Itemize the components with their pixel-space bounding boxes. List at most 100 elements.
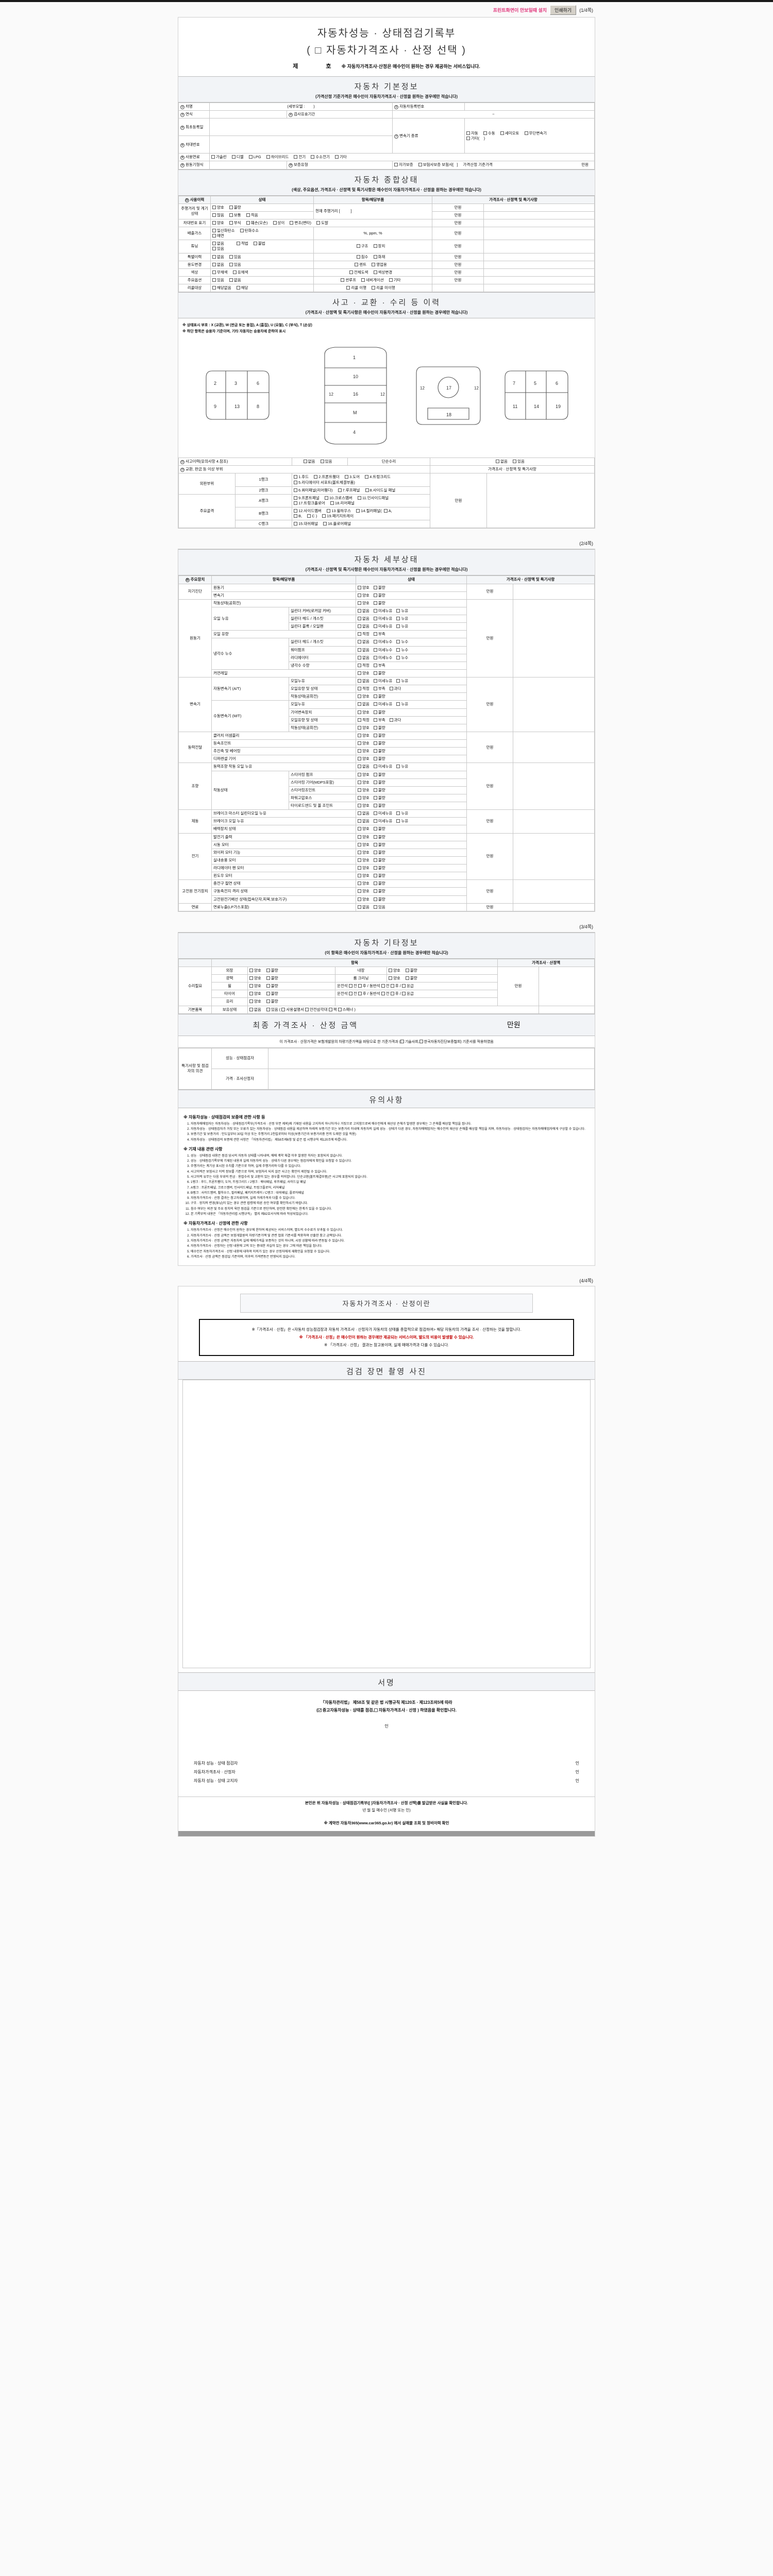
checkbox-icon[interactable]: [358, 718, 362, 722]
opt-good[interactable]: 양호: [249, 984, 261, 989]
detail-state-options[interactable]: 없음 미세누수 누수: [356, 646, 467, 654]
checkbox-icon[interactable]: [212, 255, 216, 259]
checkbox-icon[interactable]: [294, 475, 297, 479]
opt-none[interactable]: 없음: [496, 459, 508, 464]
opt-not-applicable[interactable]: 해당없음: [212, 285, 231, 291]
checkbox-icon[interactable]: [358, 663, 362, 667]
opt-color-change[interactable]: 색상변경: [373, 270, 392, 275]
checkbox-checked-icon[interactable]: [317, 1707, 322, 1714]
checkbox-icon[interactable]: [358, 679, 362, 683]
opt-bad[interactable]: 불량: [266, 991, 278, 996]
checkbox-icon[interactable]: [249, 968, 253, 972]
checkbox-icon[interactable]: [273, 221, 277, 225]
checkbox-icon[interactable]: [316, 221, 321, 225]
opt-없음[interactable]: 없음: [358, 905, 369, 910]
opt-불량[interactable]: 불량: [373, 733, 385, 738]
cell-opinion-inspector-value[interactable]: [268, 1047, 595, 1069]
checkbox-icon[interactable]: [373, 255, 377, 259]
part-front-fender[interactable]: 2.프론트휀더: [314, 474, 340, 480]
checkbox-icon[interactable]: [358, 811, 362, 816]
cell-accident-history-opts[interactable]: 없음 있음: [292, 457, 348, 466]
checkbox-icon[interactable]: [266, 984, 270, 988]
fuel-opt-lpg[interactable]: LPG: [248, 155, 261, 160]
cell-tire-positions[interactable]: 운전석 전 후 / 동반석 전 후 / 응급: [335, 990, 498, 998]
opt-부족[interactable]: 부족: [373, 632, 385, 637]
checkbox-icon[interactable]: [358, 850, 362, 854]
opt-good[interactable]: 양호: [389, 976, 400, 981]
detail-state-options[interactable]: 양호 불량: [356, 825, 467, 834]
opt-미세누수[interactable]: 미세누수: [373, 639, 392, 645]
cell-opinion-assessor-value[interactable]: [268, 1068, 595, 1090]
opt-bad[interactable]: 불량: [266, 976, 278, 981]
opt-exists[interactable]: 있음: [320, 459, 332, 464]
detail-state-options[interactable]: 적정 부족 과다: [356, 685, 467, 693]
opt-many[interactable]: 많음: [212, 213, 224, 218]
opt-bad[interactable]: 불량: [229, 205, 241, 210]
part-trunk-lid[interactable]: 4.트렁크리드: [365, 474, 391, 480]
checkbox-icon[interactable]: [358, 905, 362, 909]
detail-state-options[interactable]: 양호 불량: [356, 872, 467, 880]
opt-없음[interactable]: 없음: [358, 819, 369, 824]
cell-vin-value[interactable]: [209, 135, 393, 154]
checkbox-icon[interactable]: [381, 984, 385, 988]
fuel-opt-hydrogen[interactable]: 수소전기: [311, 155, 330, 160]
opt-불량[interactable]: 불량: [373, 803, 385, 808]
checkbox-icon[interactable]: [373, 757, 377, 761]
opt-미세누수[interactable]: 미세누수: [373, 655, 392, 660]
cell-usage-state[interactable]: 없음 있음: [210, 260, 314, 269]
part-hood[interactable]: 1.후드: [294, 474, 309, 480]
opt-smoke[interactable]: 매연: [212, 233, 224, 239]
detail-state-options[interactable]: 양호 불량: [356, 739, 467, 748]
opt-양호[interactable]: 양호: [358, 835, 369, 840]
checkbox-icon[interactable]: [358, 617, 362, 620]
checkbox-icon[interactable]: [358, 842, 362, 846]
opt-양호[interactable]: 양호: [358, 795, 369, 801]
part-package-tray[interactable]: 19.패키지트레이: [322, 514, 354, 519]
checkbox-icon[interactable]: [266, 992, 270, 996]
checkbox-icon[interactable]: [373, 765, 377, 769]
checkbox-icon[interactable]: [373, 663, 377, 667]
print-button[interactable]: 인쇄하기: [550, 5, 577, 15]
checkbox-icon[interactable]: [358, 889, 362, 893]
opt-exists[interactable]: 있음: [229, 262, 241, 267]
detail-state-options[interactable]: 적정 부족 과다: [356, 716, 467, 724]
cell-mileage-state2[interactable]: 많음 보통 적음: [210, 211, 314, 219]
checkbox-icon[interactable]: [358, 640, 362, 644]
opt-불량[interactable]: 불량: [373, 601, 385, 606]
checkbox-icon[interactable]: [373, 694, 377, 699]
checkbox-icon[interactable]: [418, 163, 422, 167]
opt-none[interactable]: 없음: [212, 262, 224, 267]
cell-rank2-items[interactable]: 6.쿼터패널(리어휀다) 7.루프패널 8.사이드실 패널: [292, 486, 430, 495]
checkbox-icon[interactable]: [358, 733, 362, 737]
checkbox-icon[interactable]: [373, 270, 377, 274]
cell-price-value[interactable]: [483, 276, 595, 285]
cell-emission-values[interactable]: %, ppm, %: [313, 226, 432, 241]
opt-불량[interactable]: 불량: [373, 593, 385, 598]
cell-price-value[interactable]: [483, 211, 595, 219]
opt-illegal[interactable]: 불법: [253, 241, 265, 246]
checkbox-icon[interactable]: [358, 593, 362, 597]
opt-없음[interactable]: 없음: [358, 639, 369, 645]
cell-tuning-item[interactable]: 구조 장치: [313, 240, 432, 253]
opt-none[interactable]: 없음: [212, 241, 224, 246]
cell-price-value[interactable]: [483, 283, 595, 293]
checkbox-icon[interactable]: [373, 718, 377, 722]
opt-양호[interactable]: 양호: [358, 889, 369, 894]
checkbox-icon[interactable]: [405, 976, 409, 980]
opt-damaged[interactable]: 훼손(오손): [246, 221, 267, 226]
checkbox-icon[interactable]: [405, 968, 409, 972]
checkbox-icon[interactable]: [358, 601, 362, 605]
opt-불량[interactable]: 불량: [373, 694, 385, 699]
opt-누유[interactable]: 누유: [396, 811, 408, 816]
opt-누수[interactable]: 누수: [396, 655, 408, 660]
checkbox-icon[interactable]: [361, 278, 365, 282]
checkbox-icon[interactable]: [373, 882, 377, 886]
opt-누유[interactable]: 누유: [396, 764, 408, 769]
checkbox-icon[interactable]: [266, 999, 270, 1004]
detail-state-options[interactable]: 양호 불량: [356, 599, 467, 607]
detail-state-options[interactable]: 양호 불량: [356, 755, 467, 764]
checkbox-icon[interactable]: [373, 710, 377, 714]
checkbox-icon[interactable]: [513, 460, 517, 464]
warranty-opt-insurer[interactable]: 보험사보증 보험사[ ]: [418, 162, 458, 167]
part-quarter-panel[interactable]: 6.쿼터패널(리어휀다): [294, 488, 332, 493]
